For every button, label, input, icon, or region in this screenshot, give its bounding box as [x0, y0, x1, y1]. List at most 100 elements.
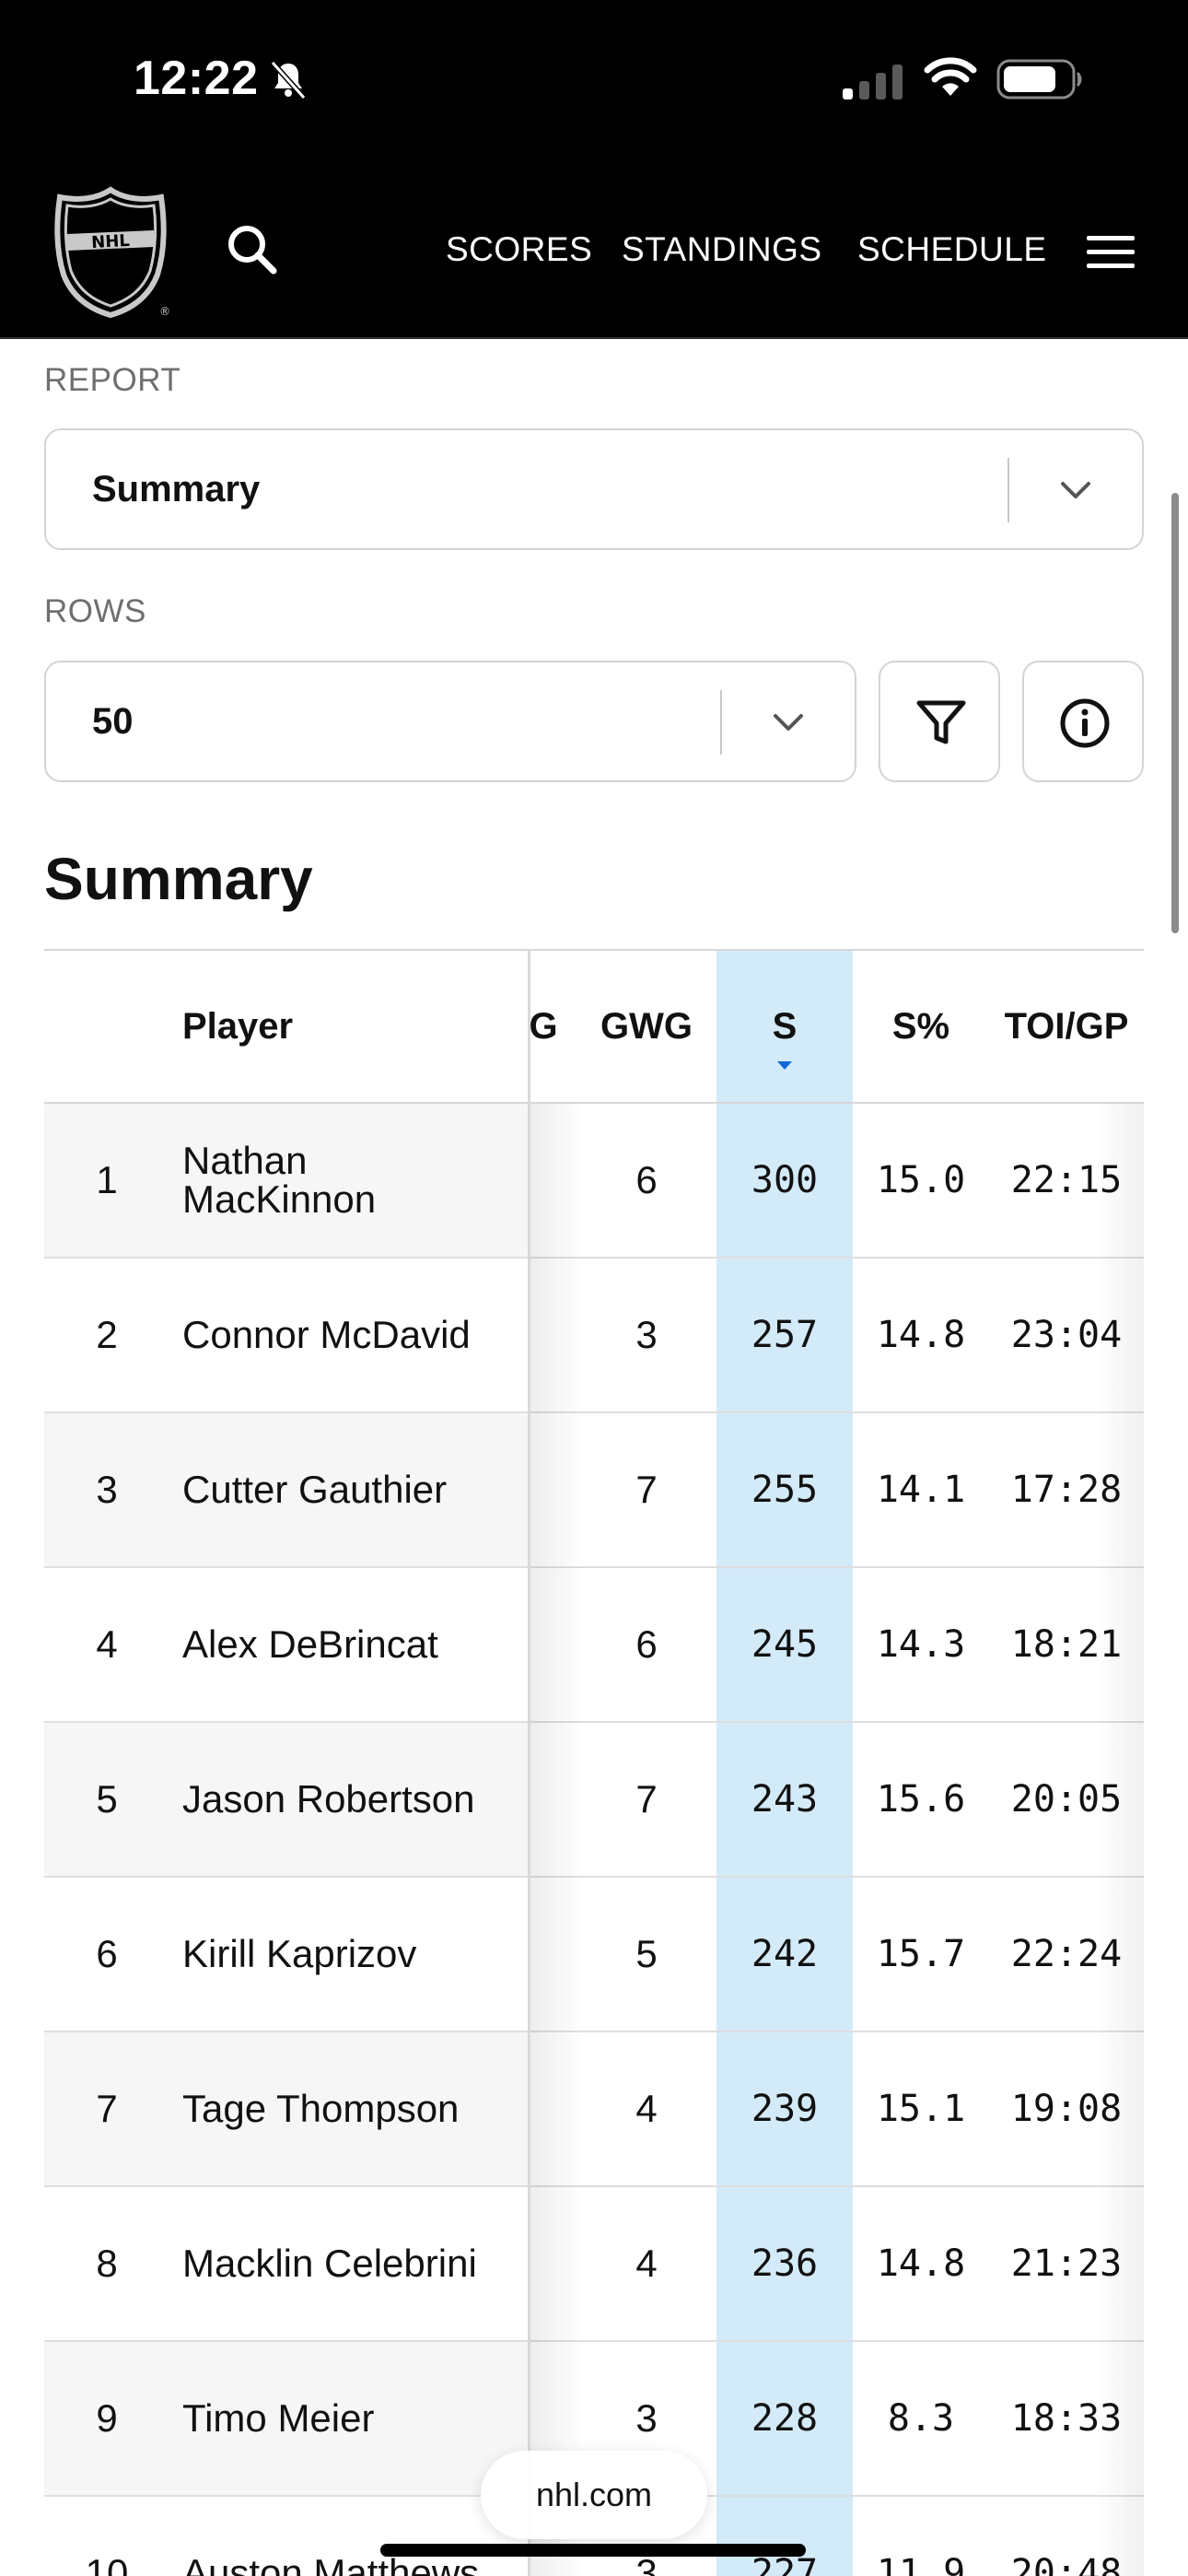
- select-divider: [720, 690, 722, 755]
- table-row[interactable]: 2 Connor McDavid 3 257 14.8 23:04: [44, 1259, 1144, 1413]
- gwg-cell: 4: [635, 2242, 658, 2285]
- status-time: 12:22: [134, 52, 259, 105]
- shots-cell: 239: [751, 2088, 819, 2130]
- wifi-icon: [924, 57, 977, 96]
- row-background: [44, 2342, 528, 2495]
- rows-select-value: 50: [92, 701, 134, 742]
- shots-cell: 227: [751, 2552, 819, 2576]
- row-background: [44, 1104, 528, 1257]
- gwg-cell: 5: [635, 1932, 658, 1975]
- rows-select[interactable]: 50: [44, 661, 856, 782]
- shooting-pct-cell: 8.3: [887, 2397, 955, 2440]
- search-icon[interactable]: [226, 223, 279, 276]
- toi-per-gp-cell: 22:15: [1010, 1159, 1123, 1201]
- shooting-pct-cell: 11.9: [876, 2552, 966, 2576]
- player-name-cell[interactable]: Timo Meier: [182, 2396, 375, 2440]
- player-name-cell[interactable]: Auston Matthews: [182, 2551, 480, 2576]
- shots-cell: 255: [751, 1469, 819, 1511]
- player-name-cell[interactable]: Cutter Gauthier: [182, 1468, 448, 1511]
- filter-button[interactable]: [879, 661, 1000, 782]
- frozen-column-divider: [528, 951, 530, 2576]
- top-navbar: NHL ® SCORES STANDINGS SCHEDULE: [0, 166, 1188, 339]
- shots-cell: 257: [751, 1314, 819, 1356]
- row-background: [44, 1878, 528, 2031]
- rank-cell: 1: [96, 1158, 118, 1201]
- rank-cell: 9: [96, 2396, 118, 2440]
- status-bar: 12:22: [0, 0, 1188, 166]
- table-row[interactable]: 6 Kirill Kaprizov 5 242 15.7 22:24: [44, 1878, 1144, 2032]
- table-row[interactable]: 5 Jason Robertson 7 243 15.6 20:05: [44, 1723, 1144, 1878]
- toi-per-gp-cell: 21:23: [1010, 2242, 1123, 2285]
- nav-link-schedule[interactable]: SCHEDULE: [857, 230, 1047, 268]
- rank-cell: 3: [96, 1468, 118, 1511]
- scroll-fade: [1094, 1104, 1144, 2576]
- info-button[interactable]: [1022, 661, 1144, 782]
- nhl-shield-logo[interactable]: NHL ®: [51, 186, 170, 319]
- stats-table: Player G GWG S S% TOI/GP 1 Nathan MacKinn…: [44, 949, 1144, 2576]
- table-row[interactable]: 4 Alex DeBrincat 6 245 14.3 18:21: [44, 1568, 1144, 1723]
- toi-per-gp-cell: 23:04: [1010, 1314, 1123, 1356]
- player-name-cell[interactable]: Tage Thompson: [182, 2087, 460, 2130]
- row-background: [44, 1259, 528, 1411]
- column-header-player[interactable]: Player: [182, 1006, 294, 1047]
- nav-link-scores[interactable]: SCORES: [446, 230, 593, 268]
- table-row[interactable]: 8 Macklin Celebrini 4 236 14.8 21:23: [44, 2187, 1144, 2342]
- browser-url-pill[interactable]: nhl.com: [481, 2451, 707, 2539]
- gwg-cell: 3: [635, 1313, 658, 1356]
- battery-icon: [996, 59, 1082, 100]
- column-header-shooting-pct[interactable]: S%: [891, 1006, 950, 1047]
- page-scrollbar[interactable]: [1171, 493, 1179, 933]
- toi-per-gp-cell: 17:28: [1010, 1469, 1123, 1511]
- row-background: [44, 1568, 528, 1721]
- player-name-cell[interactable]: Alex DeBrincat: [182, 1622, 438, 1666]
- player-name-cell[interactable]: Jason Robertson: [182, 1777, 475, 1821]
- hamburger-menu-icon[interactable]: [1085, 232, 1136, 273]
- player-name-cell[interactable]: Connor McDavid: [182, 1313, 471, 1356]
- row-background: [44, 2497, 528, 2576]
- filter-icon: [916, 700, 966, 744]
- shooting-pct-cell: 15.1: [876, 2088, 966, 2130]
- shots-cell: 236: [751, 2242, 819, 2285]
- report-select-value: Summary: [92, 469, 261, 509]
- shooting-pct-cell: 14.3: [876, 1623, 966, 1666]
- rank-cell: 10: [85, 2551, 129, 2576]
- rank-cell: 8: [96, 2242, 118, 2285]
- row-background: [44, 1413, 528, 1566]
- report-select[interactable]: Summary: [44, 428, 1144, 550]
- column-header-gwg[interactable]: GWG: [600, 1006, 693, 1047]
- rows-label: ROWS: [44, 593, 146, 629]
- table-row[interactable]: 1 Nathan MacKinnon 6 300 15.0 22:15: [44, 1104, 1144, 1259]
- column-header-toi-per-gp[interactable]: TOI/GP: [1004, 1006, 1129, 1047]
- svg-text:NHL: NHL: [91, 231, 131, 252]
- rank-cell: 4: [96, 1622, 118, 1666]
- shots-cell: 228: [751, 2397, 819, 2440]
- player-name-cell[interactable]: Macklin Celebrini: [182, 2242, 477, 2285]
- column-header-g[interactable]: G: [529, 1006, 558, 1047]
- shots-cell: 245: [751, 1623, 819, 1666]
- column-header-s[interactable]: S: [772, 1006, 798, 1047]
- shooting-pct-cell: 14.8: [876, 2242, 966, 2285]
- table-row[interactable]: 10 Auston Matthews 3 227 11.9 20:48: [44, 2497, 1144, 2576]
- player-name-cell[interactable]: Nathan MacKinnon: [182, 1139, 377, 1221]
- gwg-cell: 6: [635, 1158, 658, 1201]
- table-row[interactable]: 3 Cutter Gauthier 7 255 14.1 17:28: [44, 1413, 1144, 1568]
- player-name-cell[interactable]: Kirill Kaprizov: [182, 1932, 417, 1975]
- sort-descending-icon: [777, 1061, 792, 1070]
- row-background: [44, 1723, 528, 1876]
- shots-cell: 242: [751, 1933, 819, 1975]
- table-row[interactable]: 7 Tage Thompson 4 239 15.1 19:08: [44, 2032, 1144, 2187]
- nav-link-standings[interactable]: STANDINGS: [622, 230, 822, 268]
- gwg-cell: 7: [635, 1777, 658, 1821]
- toi-per-gp-cell: 20:48: [1010, 2552, 1123, 2576]
- svg-text:®: ®: [159, 305, 170, 318]
- gwg-cell: 3: [635, 2551, 658, 2576]
- info-icon: [1060, 698, 1110, 748]
- rank-cell: 5: [96, 1777, 118, 1821]
- gwg-cell: 7: [635, 1468, 658, 1511]
- shots-cell: 243: [751, 1778, 819, 1821]
- rank-cell: 7: [96, 2087, 118, 2130]
- shooting-pct-cell: 15.7: [876, 1933, 966, 1975]
- toi-per-gp-cell: 19:08: [1010, 2088, 1123, 2130]
- toi-per-gp-cell: 18:33: [1010, 2397, 1123, 2440]
- report-label: REPORT: [44, 362, 181, 398]
